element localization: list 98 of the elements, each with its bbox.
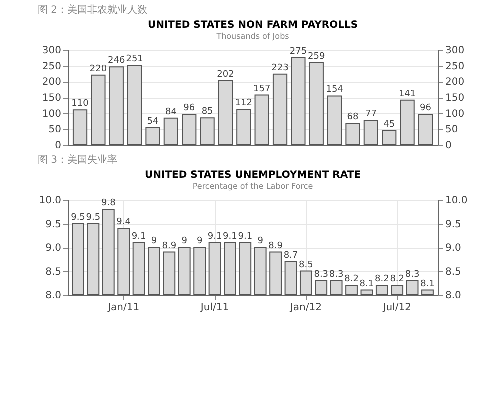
data-label: 220 (90, 64, 108, 74)
bar (164, 118, 178, 146)
data-label: 110 (72, 99, 90, 110)
data-label: 112 (235, 98, 253, 109)
y2-tick-label: 9.5 (446, 219, 462, 230)
chart-title: UNITED STATES NON FARM PAYROLLS (148, 20, 358, 31)
y-tick-label: 300 (42, 46, 62, 56)
bar (128, 65, 142, 146)
bar (346, 122, 360, 146)
caption: 图 3：美国失业率 (38, 154, 118, 166)
data-label: 8.5 (299, 260, 314, 270)
bar (72, 110, 88, 146)
data-label: 45 (384, 120, 396, 130)
bar (418, 114, 434, 146)
data-label: 85 (202, 107, 214, 118)
data-label: 8.9 (268, 241, 284, 252)
data-label: 9.1 (238, 232, 253, 242)
chart-subtitle: Thousands of Jobs (216, 32, 290, 41)
data-label: 8.1 (420, 279, 435, 290)
data-label: 157 (253, 84, 271, 94)
bar (291, 57, 306, 146)
y-tick-label: 9.0 (46, 243, 62, 254)
y2-tick-label: 8.0 (446, 290, 462, 302)
data-label: 8.1 (360, 279, 374, 290)
data-label: 68 (347, 112, 359, 122)
y2-tick-label: 50 (446, 124, 458, 136)
data-label: 9.8 (101, 198, 116, 208)
data-label: 84 (165, 107, 178, 118)
data-label: 8.9 (162, 241, 177, 252)
y-tick-label: 250 (42, 61, 62, 72)
x-tick-label: Jul/11 (200, 302, 230, 314)
bar (109, 66, 124, 146)
bar (91, 74, 106, 146)
y-tick-label: 9.5 (46, 219, 62, 230)
data-label: 9 (196, 236, 203, 246)
y-tick-label: 50 (48, 124, 62, 136)
data-label: 141 (398, 89, 416, 100)
data-label: 202 (217, 70, 234, 80)
bar (382, 130, 397, 146)
bar (364, 120, 378, 146)
data-label: 77 (365, 110, 377, 120)
y2-tick-label: 8.5 (446, 266, 462, 278)
data-label: 8.3 (329, 270, 344, 280)
data-label: 275 (290, 46, 308, 57)
data-label: 96 (420, 104, 432, 114)
bar (254, 94, 270, 146)
data-label: 8.2 (374, 274, 390, 284)
y2-tick-label: 200 (446, 77, 465, 88)
y-tick-label: 0 (55, 140, 62, 152)
chart-subtitle: Percentage of the Labor Force (192, 182, 314, 191)
data-label: 8.7 (284, 250, 298, 261)
x-tick-label: Jul/12 (382, 302, 412, 314)
y2-tick-label: 10.0 (446, 196, 468, 206)
caption: 图 2：美国非农就业人数 (38, 4, 148, 16)
y-tick-label: 8.5 (46, 266, 62, 278)
y2-tick-label: 9.0 (446, 243, 462, 254)
x-tick-label: Jan/12 (289, 302, 322, 314)
y2-tick-label: 100 (446, 108, 465, 120)
data-label: 9.5 (71, 212, 86, 223)
data-label: 8.2 (344, 274, 359, 284)
bar (400, 100, 415, 146)
data-label: 9 (258, 236, 264, 246)
chart-title: UNITED STATES UNEMPLOYMENT RATE (145, 170, 362, 181)
data-label: 9.1 (132, 232, 146, 242)
data-label: 223 (272, 63, 289, 74)
y2-tick-label: 150 (446, 93, 465, 104)
data-label: 246 (108, 56, 126, 66)
y2-tick-label: 250 (446, 61, 465, 72)
y-tick-label: 200 (42, 77, 62, 88)
bar (218, 80, 234, 146)
bar (182, 114, 197, 146)
bar (272, 74, 288, 146)
data-label: 9 (182, 236, 188, 246)
y-tick-label: 150 (42, 93, 62, 104)
data-label: 9.1 (223, 232, 238, 242)
data-label: 54 (147, 116, 159, 127)
y2-tick-label: 0 (446, 140, 452, 152)
data-label: 9.5 (86, 212, 101, 223)
data-label: 9 (151, 236, 158, 246)
data-label: 8.2 (390, 274, 405, 284)
bar (236, 109, 252, 146)
data-label: 8.3 (314, 270, 329, 280)
data-label: 9.1 (208, 232, 222, 242)
bar (200, 118, 215, 146)
y-tick-label: 100 (42, 108, 62, 120)
data-label: 9.4 (116, 218, 132, 228)
bar (328, 96, 342, 146)
data-label: 259 (308, 52, 326, 62)
y-tick-label: 8.0 (46, 290, 62, 302)
y-tick-label: 10.0 (39, 196, 62, 206)
bar (146, 127, 160, 146)
data-label: 251 (126, 54, 144, 65)
data-label: 154 (326, 85, 344, 96)
y2-tick-label: 300 (446, 46, 465, 56)
data-label: 96 (184, 104, 196, 114)
bar (309, 62, 324, 146)
data-label: 8.3 (405, 270, 420, 280)
x-tick-label: Jan/11 (107, 302, 140, 314)
